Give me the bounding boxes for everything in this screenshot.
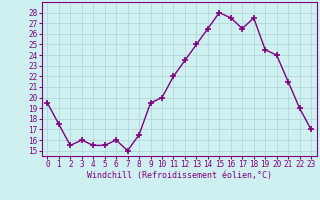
X-axis label: Windchill (Refroidissement éolien,°C): Windchill (Refroidissement éolien,°C) [87,171,272,180]
